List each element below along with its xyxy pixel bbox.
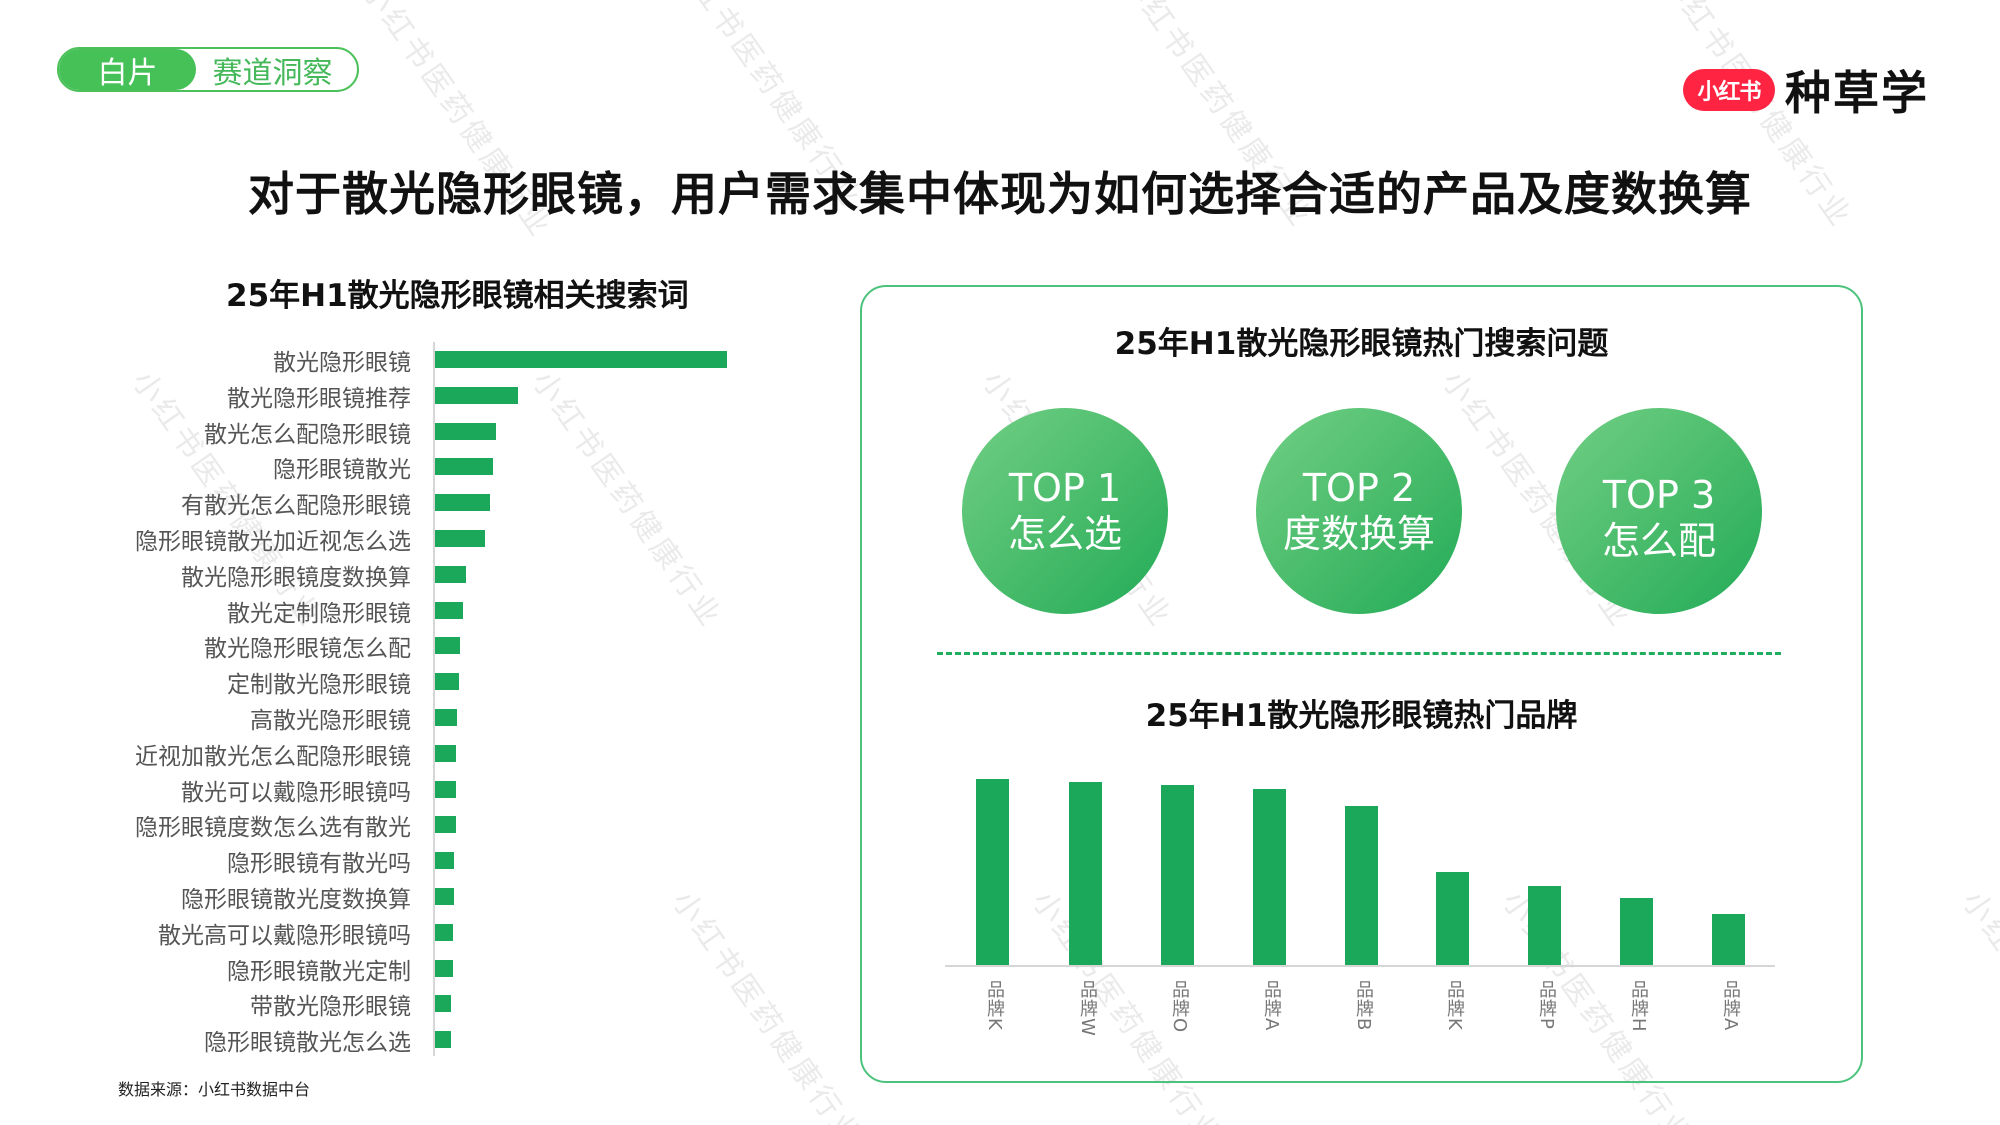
top-question-rank: TOP 1 xyxy=(1008,466,1122,510)
search-term-label: 散光隐形眼镜推荐 xyxy=(227,385,411,412)
brand-bar xyxy=(1436,872,1469,965)
search-term-label: 带散光隐形眼镜 xyxy=(250,994,411,1021)
top-question-rank: TOP 2 xyxy=(1302,466,1416,510)
brand-bar xyxy=(1712,914,1745,965)
search-term-bar xyxy=(435,1031,451,1049)
brand-label: 品牌K xyxy=(984,980,1005,1031)
brands-chart-axis xyxy=(945,965,1775,967)
search-term-bar xyxy=(435,780,456,798)
top-question-label: 怎么配 xyxy=(1601,519,1716,563)
top-question-2: TOP 2 度数换算 xyxy=(1256,408,1462,614)
logo-text: 种草学 xyxy=(1785,66,1929,120)
brand-bar xyxy=(1253,789,1286,965)
brand-bar xyxy=(1069,782,1102,965)
top-question-label: 怎么选 xyxy=(1007,512,1122,556)
hot-questions-title: 25年H1散光隐形眼镜热门搜索问题 xyxy=(1114,326,1609,362)
search-term-bar xyxy=(435,637,460,655)
brand-bar xyxy=(1345,806,1378,965)
search-terms-chart-title: 25年H1散光隐形眼镜相关搜索词 xyxy=(226,278,689,314)
brand-label: 品牌O xyxy=(1169,980,1190,1034)
search-term-bar xyxy=(435,816,456,834)
search-term-bar xyxy=(435,530,485,547)
brand-label: 品牌W xyxy=(1077,980,1098,1037)
brand-bar xyxy=(1528,886,1561,965)
search-term-label: 隐形眼镜散光加近视怎么选 xyxy=(135,529,411,555)
search-term-label: 散光隐形眼镜度数换算 xyxy=(181,564,411,591)
search-terms-chart-axis xyxy=(433,342,435,1056)
search-term-bar xyxy=(435,888,454,905)
section-divider xyxy=(937,652,1781,655)
brand-bar xyxy=(1161,785,1194,965)
search-term-label: 隐形眼镜散光怎么选 xyxy=(204,1030,411,1057)
search-term-label: 隐形眼镜散光 xyxy=(273,457,411,484)
section-pill: 白片 赛道洞察 xyxy=(57,47,359,92)
search-term-label: 散光可以戴隐形眼镜吗 xyxy=(181,779,411,806)
search-term-bar xyxy=(435,995,451,1013)
top-question-1: TOP 1 怎么选 xyxy=(962,408,1168,614)
pill-tag-track-insight: 赛道洞察 xyxy=(212,55,333,91)
search-term-label: 近视加散光怎么配隐形眼镜 xyxy=(135,743,411,770)
search-term-bar xyxy=(435,923,453,941)
hot-brands-title: 25年H1散光隐形眼镜热门品牌 xyxy=(1145,698,1578,734)
search-term-label: 定制散光隐形眼镜 xyxy=(227,672,411,699)
search-term-bar xyxy=(435,422,496,440)
search-term-bar xyxy=(435,494,490,512)
brand-label: 品牌B xyxy=(1353,980,1374,1032)
search-term-bar xyxy=(435,852,454,870)
brand-label: 品牌P xyxy=(1536,980,1557,1030)
search-term-bar xyxy=(435,709,457,726)
search-term-label: 隐形眼镜度数怎么选有散光 xyxy=(135,815,411,842)
brand-bar xyxy=(976,779,1009,965)
search-term-label: 隐形眼镜散光度数换算 xyxy=(181,887,411,913)
xiaohongshu-logo-badge: 小红书 xyxy=(1683,69,1775,111)
brand-label: 品牌K xyxy=(1444,980,1465,1031)
data-source-note: 数据来源：小红书数据中台 xyxy=(118,1080,311,1099)
search-term-label: 散光隐形眼镜怎么配 xyxy=(204,636,411,663)
page-title: 对于散光隐形眼镜，用户需求集中体现为如何选择合适的产品及度数换算 xyxy=(248,167,1752,221)
pill-tag-baipian: 白片 xyxy=(59,49,196,90)
search-term-bar xyxy=(435,386,518,404)
top-question-3: TOP 3 怎么配 xyxy=(1556,408,1762,614)
top-question-label: 度数换算 xyxy=(1282,512,1435,556)
brand-bar xyxy=(1620,898,1653,965)
search-term-bar xyxy=(435,565,466,583)
right-panel-box xyxy=(860,285,1863,1083)
search-term-bar xyxy=(435,351,727,368)
search-term-label: 散光高可以戴隐形眼镜吗 xyxy=(158,922,411,949)
search-term-bar xyxy=(435,458,493,476)
brand-logo: 小红书 种草学 xyxy=(1683,57,1929,123)
search-term-label: 隐形眼镜散光定制 xyxy=(227,958,411,985)
search-term-label: 有散光怎么配隐形眼镜 xyxy=(181,493,411,520)
search-term-bar xyxy=(435,744,456,762)
search-term-label: 高散光隐形眼镜 xyxy=(250,708,411,734)
search-term-bar xyxy=(435,601,463,619)
brand-label: 品牌A xyxy=(1720,980,1741,1032)
top-question-rank: TOP 3 xyxy=(1602,473,1716,517)
search-term-label: 隐形眼镜有散光吗 xyxy=(227,851,411,878)
search-term-label: 散光定制隐形眼镜 xyxy=(227,600,411,627)
search-term-label: 散光隐形眼镜 xyxy=(273,350,411,376)
brand-label: 品牌A xyxy=(1261,980,1282,1032)
search-term-bar xyxy=(435,673,459,691)
search-term-label: 散光怎么配隐形眼镜 xyxy=(204,421,411,448)
search-term-bar xyxy=(435,959,453,977)
brand-label: 品牌H xyxy=(1628,980,1649,1033)
